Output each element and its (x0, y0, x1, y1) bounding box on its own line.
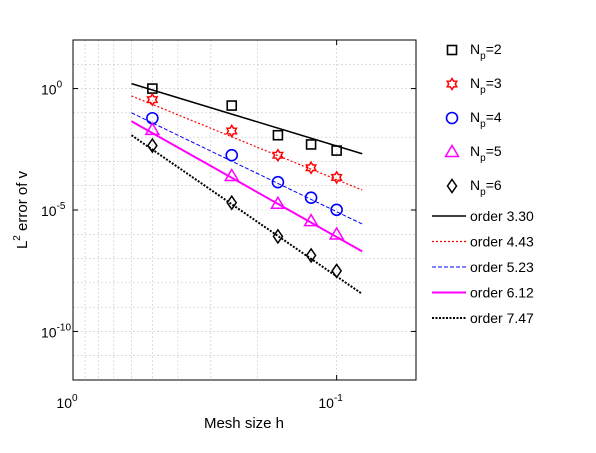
legend-label-rest: =4 (486, 109, 502, 125)
legend-label-rest: =3 (486, 75, 502, 91)
legend-label-rest: =6 (486, 177, 502, 193)
legend-label-rest: =5 (486, 143, 502, 159)
legend-label: Np=3 (470, 75, 502, 96)
data-point-hexagram (330, 170, 343, 185)
x-tick-label-base: 10 (318, 395, 334, 411)
fit-line (130, 134, 363, 295)
legend-label: Np=2 (470, 41, 502, 62)
y-tick-label-exponent: -10 (57, 322, 72, 333)
data-point-triangle (303, 213, 319, 227)
y-tick-label: 10-10 (41, 322, 71, 340)
data-point-diamond (331, 263, 343, 279)
data-point-hexagram (146, 92, 159, 107)
y-axis-label-rest: error of v (14, 170, 31, 235)
data-point-square (305, 139, 317, 150)
legend-label-sub: p (480, 119, 486, 130)
legend-fit-label: order 3.30 (470, 208, 534, 224)
x-axis-label: Mesh size h (204, 415, 284, 432)
legend-fit-label: order 6.12 (470, 285, 534, 301)
data-point-diamond (146, 137, 158, 154)
data-point-circle (304, 191, 318, 205)
data-point-circle (330, 203, 343, 217)
legend-label-base: N (470, 109, 480, 125)
y-tick-label-base: 10 (41, 203, 57, 219)
y-axis-label: L2 error of v (12, 170, 31, 249)
legend-label-sub: p (480, 153, 486, 164)
y-axis-label-sup: 2 (12, 235, 23, 241)
legend-label-base: N (470, 143, 480, 159)
data-point-triangle (223, 168, 240, 182)
y-tick-label-exponent: -5 (57, 201, 66, 212)
legend-label-sub: p (480, 51, 486, 62)
legend-fit-label: order 5.23 (470, 259, 534, 275)
legend-fit-label: order 4.43 (470, 234, 534, 250)
data-point-diamond (226, 194, 238, 211)
legend-label-sub: p (480, 85, 486, 96)
data-markers (144, 83, 345, 279)
legend-label: Np=6 (470, 177, 502, 198)
x-tick-label-exponent: -1 (334, 393, 343, 404)
fit-line (131, 82, 363, 155)
legend-label: Np=5 (470, 143, 502, 164)
data-point-square (331, 145, 342, 156)
y-tick-label-base: 10 (41, 82, 57, 98)
data-point-circle (225, 148, 239, 162)
data-point-hexagram (305, 160, 318, 175)
y-tick-label: 10-5 (41, 201, 66, 219)
legend-marker-diamond (446, 178, 458, 194)
fit-line (131, 95, 363, 191)
legend-label: Np=4 (470, 109, 502, 130)
data-point-diamond (305, 247, 317, 264)
data-point-hexagram (271, 148, 284, 163)
y-tick-label-base: 10 (41, 324, 57, 340)
legend-fit-label: order 7.47 (470, 310, 534, 326)
legend-label-sub: p (480, 187, 486, 198)
x-tick-label-base: 10 (56, 395, 72, 411)
data-point-triangle (270, 195, 286, 210)
y-tick-label-exponent: 0 (57, 80, 63, 91)
legend-label-rest: =2 (486, 41, 502, 57)
y-tick-label: 100 (41, 80, 63, 98)
data-point-diamond (272, 228, 284, 245)
data-point-square (226, 100, 238, 111)
fit-line (130, 120, 363, 253)
fit-line (131, 112, 363, 225)
fit-lines (130, 82, 363, 295)
axis-ticks (72, 40, 416, 380)
x-tick-label: 100 (56, 393, 78, 411)
data-point-square (272, 129, 284, 141)
legend-label-base: N (470, 41, 480, 57)
legend-marker-circle (445, 111, 459, 125)
x-tick-label-exponent: 0 (72, 393, 78, 404)
legend-marker-hexagram (446, 77, 458, 91)
legend-marker-triangle (444, 144, 460, 158)
data-point-triangle (328, 226, 345, 240)
svg-text:L2 error of v: L2 error of v (12, 170, 31, 249)
legend-label-base: N (470, 75, 480, 91)
x-tick-label: 10-1 (318, 393, 343, 411)
legend-label-base: N (470, 177, 480, 193)
data-point-triangle (144, 121, 161, 136)
legend-marker-square (446, 44, 458, 56)
data-point-hexagram (225, 124, 238, 138)
data-point-circle (271, 175, 285, 189)
y-axis-label-prefix: L (14, 241, 31, 249)
